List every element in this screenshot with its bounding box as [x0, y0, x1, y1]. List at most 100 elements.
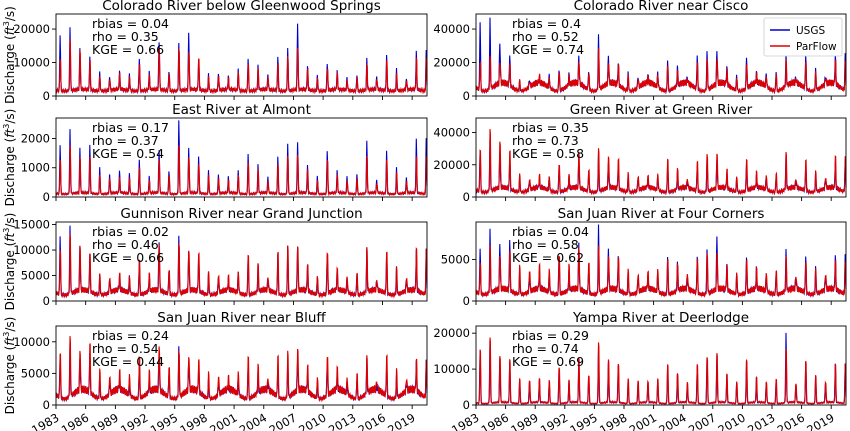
stats-text: KGE = 0.44: [92, 354, 164, 369]
x-tick-label: 2001: [207, 410, 239, 431]
stats-text: KGE = 0.62: [512, 250, 584, 265]
x-tick-label: 1983: [449, 410, 481, 431]
series-parflow: [475, 48, 847, 95]
x-tick-label: 2007: [686, 410, 718, 431]
panel-2: Colorado River near Cisco 0 20000 40000 rbia…: [433, 0, 847, 103]
stats-text: rho = 0.35: [92, 29, 159, 44]
stats-text: rbias = 0.35: [512, 120, 589, 135]
panel-3: East River at Almont 0 1000 2000 rbias = 0.1…: [2, 102, 428, 207]
y-tick-label: 1000: [21, 161, 50, 175]
plot-frame: [475, 325, 847, 406]
stats-text: KGE = 0.74: [512, 42, 584, 57]
y-tick-label: 40000: [433, 126, 470, 140]
plot-frame: [55, 117, 428, 198]
y-tick-label: 5000: [21, 366, 50, 380]
y-tick-label: 5000: [21, 269, 50, 283]
y-tick-label: 0: [463, 294, 470, 308]
plot-frame: [55, 13, 428, 97]
stats-text: rbias = 0.29: [512, 328, 589, 343]
legend-label-parflow: ParFlow: [796, 41, 837, 53]
plot-frame: [475, 221, 847, 302]
x-tick-label: 1989: [508, 410, 540, 431]
stats-text: rbias = 0.17: [92, 120, 169, 135]
stats-text: rho = 0.74: [512, 341, 579, 356]
y-tick-label: 0: [463, 398, 470, 412]
panel-title: Colorado River near Cisco: [574, 0, 749, 14]
stats-text: rho = 0.73: [512, 133, 579, 148]
x-tick-label: 1995: [568, 410, 600, 431]
panel-7: San Juan River near Bluff050001000019831…: [2, 310, 428, 431]
series-parflow: [475, 245, 847, 299]
y-tick-label: 5000: [441, 252, 470, 266]
y-axis-label: Discharge (ft3/s): [2, 213, 17, 311]
x-tick-label: 2004: [656, 410, 688, 431]
series-parflow: [475, 129, 847, 196]
stats-text: rho = 0.52: [512, 29, 579, 44]
series-parflow: [475, 337, 847, 405]
x-tick-label: 2001: [627, 410, 659, 431]
stats-text: rbias = 0.24: [92, 328, 169, 343]
plot-frame: [475, 13, 847, 97]
y-tick-label: 20000: [433, 56, 470, 70]
x-tick-label: 1995: [148, 410, 180, 431]
stats-text: rho = 0.46: [92, 237, 159, 252]
x-tick-label: 2010: [296, 410, 328, 431]
y-tick-label: 0: [463, 190, 470, 204]
panel-1: Colorado River below Gleenwood Springs 0 1…: [2, 0, 428, 104]
panel-title: Colorado River below Gleenwood Springs: [102, 0, 381, 14]
panel-title: Yampa River at Deerlodge: [572, 310, 749, 326]
panel-5: Gunnison River near Grand Junction 0 5000 1…: [2, 206, 428, 311]
series-parflow: [55, 39, 428, 95]
stats-text: KGE = 0.69: [512, 354, 584, 369]
y-axis-label: Discharge (ft3/s): [2, 6, 17, 104]
stats-text: KGE = 0.54: [92, 146, 164, 161]
panel-title: Gunnison River near Grand Junction: [120, 206, 362, 222]
panel-title: Green River at Green River: [570, 102, 753, 118]
legend: USGS ParFlow: [763, 17, 843, 57]
x-tick-label: 1992: [118, 410, 150, 431]
y-axis-label: Discharge (ft3/s): [2, 317, 17, 415]
x-tick-label: 1986: [59, 410, 91, 431]
y-tick-label: 20000: [13, 22, 50, 36]
x-tick-label: 2019: [385, 410, 417, 431]
y-tick-label: 0: [463, 89, 470, 103]
legend-label-usgs: USGS: [796, 25, 825, 37]
series-parflow: [55, 336, 428, 403]
x-tick-label: 1983: [29, 410, 61, 431]
stats-text: KGE = 0.58: [512, 146, 584, 161]
stats-text: rbias = 0.4: [512, 16, 581, 31]
y-tick-label: 0: [43, 294, 50, 308]
panel-4: Green River at Green River 0 20000 40000 rbi…: [433, 102, 847, 204]
y-tick-label: 15000: [13, 218, 50, 232]
y-tick-label: 20000: [433, 326, 470, 340]
x-tick-label: 2004: [237, 410, 269, 431]
y-tick-label: 0: [43, 89, 50, 103]
x-tick-label: 1986: [479, 410, 511, 431]
y-tick-label: 40000: [433, 22, 470, 36]
x-tick-label: 2016: [356, 410, 388, 431]
x-tick-label: 2013: [326, 410, 358, 431]
y-axis-label: Discharge (ft3/s): [2, 109, 17, 207]
x-tick-label: 2010: [716, 410, 748, 431]
stats-text: KGE = 0.66: [92, 42, 164, 57]
plot-frame: [475, 117, 847, 198]
plot-frame: [55, 221, 428, 302]
series-parflow: [55, 233, 428, 299]
x-tick-label: 1989: [89, 410, 121, 431]
panel-8: Yampa River at Deerlodge0100002000019831…: [433, 310, 847, 431]
y-tick-label: 0: [43, 398, 50, 412]
x-tick-label: 1992: [538, 410, 570, 431]
x-tick-label: 1998: [597, 410, 629, 431]
y-tick-label: 10000: [13, 243, 50, 257]
y-tick-label: 10000: [433, 362, 470, 376]
stats-text: rho = 0.54: [92, 341, 159, 356]
y-tick-label: 2000: [21, 131, 50, 145]
panel-6: San Juan River at Four Corners 0 5000 rbias…: [441, 206, 847, 308]
series-parflow: [55, 145, 428, 197]
panel-title: San Juan River at Four Corners: [558, 206, 765, 222]
x-tick-label: 2016: [775, 410, 807, 431]
stats-text: rbias = 0.04: [92, 16, 169, 31]
stats-text: KGE = 0.66: [92, 250, 164, 265]
plot-frame: [55, 325, 428, 406]
